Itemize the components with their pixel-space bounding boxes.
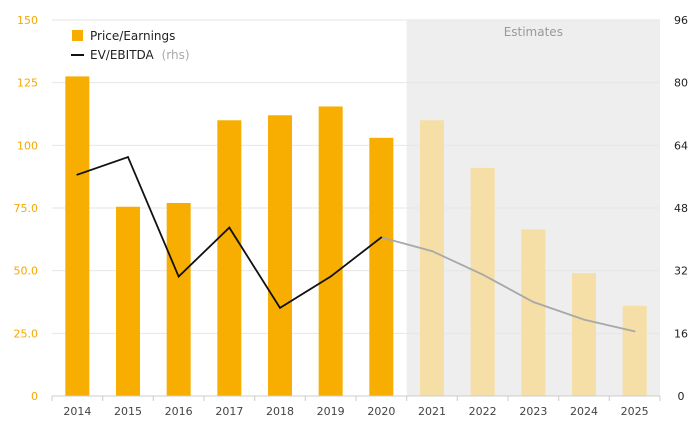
ev-ebitda-point-2018 bbox=[279, 306, 281, 309]
right-tick-64: 64 bbox=[674, 139, 688, 152]
x-tick-2017: 2017 bbox=[215, 405, 243, 418]
bar-2018 bbox=[268, 115, 292, 397]
bar-series-price-earnings bbox=[65, 76, 647, 397]
bar-2021 bbox=[420, 120, 444, 397]
x-tick-2024: 2024 bbox=[570, 405, 598, 418]
x-tick-2014: 2014 bbox=[63, 405, 91, 418]
right-tick-16: 16 bbox=[674, 327, 688, 340]
legend-label-ev-ebitda: EV/EBITDA (rhs) bbox=[90, 48, 190, 62]
ev-ebitda-line-estimate bbox=[381, 236, 635, 333]
x-tick-2020: 2020 bbox=[367, 405, 395, 418]
left-tick-100: 100 bbox=[17, 139, 38, 152]
bar-2024 bbox=[572, 273, 596, 396]
right-axis: 0 16 32 48 64 80 96 bbox=[674, 14, 688, 403]
ev-ebitda-point-2021 bbox=[431, 250, 433, 252]
estimates-label: Estimates bbox=[504, 25, 563, 39]
left-tick-75-0: 75.0 bbox=[14, 202, 39, 215]
ev-ebitda-point-2019 bbox=[329, 275, 332, 278]
left-tick-0: 0 bbox=[31, 390, 38, 403]
bar-2017 bbox=[217, 120, 242, 397]
ev-ebitda-point-2016 bbox=[177, 275, 180, 278]
legend-label-ev-ebitda-suffix: (rhs) bbox=[162, 48, 190, 62]
bar-2015 bbox=[116, 206, 140, 396]
left-tick-150: 150 bbox=[17, 14, 38, 27]
bar-2019 bbox=[318, 106, 343, 396]
left-tick-50-0: 50.0 bbox=[14, 265, 39, 278]
x-tick-2025: 2025 bbox=[621, 405, 649, 418]
ev-ebitda-point-2022 bbox=[481, 273, 484, 276]
right-tick-0: 0 bbox=[678, 390, 685, 403]
x-tick-2022: 2022 bbox=[469, 405, 497, 418]
x-tick-2016: 2016 bbox=[165, 405, 193, 418]
x-tick-2019: 2019 bbox=[317, 405, 345, 418]
gridlines bbox=[52, 19, 660, 334]
left-axis: 0 25.0 50.0 75.0 100 125 150 bbox=[14, 14, 39, 403]
x-axis: 2014 2015 2016 2017 2018 2019 2020 2021 2022 2023… bbox=[51, 395, 661, 418]
legend-swatch-price-earnings bbox=[72, 30, 83, 41]
bar-2014 bbox=[65, 76, 90, 397]
bar-2016 bbox=[166, 202, 191, 396]
x-tick-2023: 2023 bbox=[519, 405, 547, 418]
line-series-ev-ebitda bbox=[76, 155, 636, 333]
right-tick-32: 32 bbox=[674, 265, 688, 278]
bar-2022 bbox=[470, 167, 495, 396]
ev-ebitda-point-2024 bbox=[583, 318, 585, 321]
legend-label-ev-ebitda-name: EV/EBITDA bbox=[90, 48, 155, 62]
ev-ebitda-point-2020 bbox=[380, 236, 383, 239]
ev-ebitda-point-2014 bbox=[76, 173, 79, 176]
bar-2025 bbox=[622, 305, 647, 396]
bar-2023 bbox=[521, 229, 546, 396]
x-tick-2015: 2015 bbox=[114, 405, 142, 418]
x-tick-2018: 2018 bbox=[266, 405, 294, 418]
legend: Price/Earnings EV/EBITDA (rhs) bbox=[71, 29, 190, 62]
ev-ebitda-point-2015 bbox=[127, 156, 129, 158]
ev-ebitda-point-2025 bbox=[633, 330, 636, 333]
ev-ebitda-point-2017 bbox=[228, 226, 231, 229]
right-tick-96: 96 bbox=[674, 14, 688, 27]
legend-label-price-earnings: Price/Earnings bbox=[90, 29, 175, 43]
right-tick-48: 48 bbox=[674, 202, 688, 215]
left-tick-125: 125 bbox=[17, 77, 38, 90]
right-tick-80: 80 bbox=[674, 77, 688, 90]
ev-ebitda-point-2023 bbox=[532, 301, 535, 303]
left-tick-25-0: 25.0 bbox=[14, 327, 39, 340]
bar-2020 bbox=[369, 137, 394, 396]
x-tick-2021: 2021 bbox=[418, 405, 446, 418]
